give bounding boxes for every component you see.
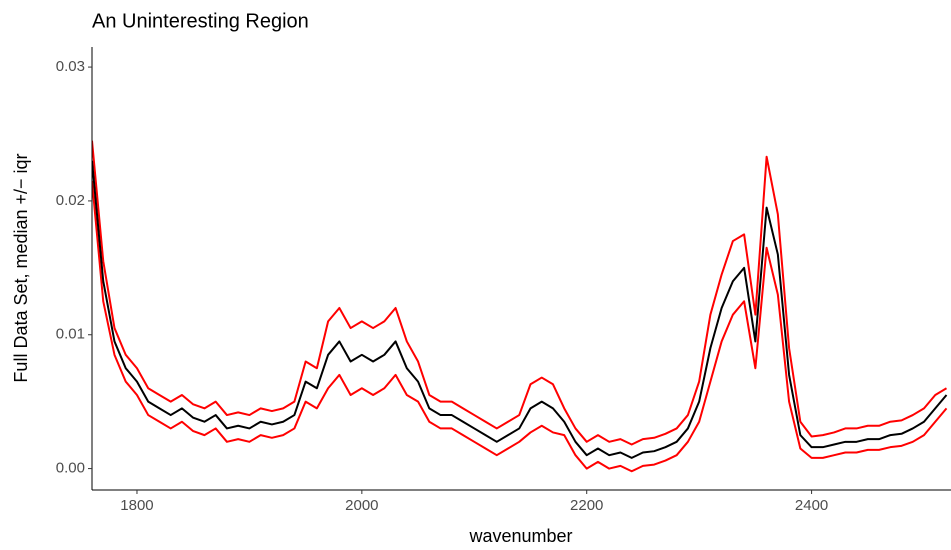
x-axis-label: wavenumber bbox=[468, 526, 572, 546]
y-tick-label: 0.00 bbox=[56, 460, 85, 477]
y-axis-label: Full Data Set, median +/− iqr bbox=[11, 153, 31, 382]
y-tick-label: 0.03 bbox=[56, 58, 85, 75]
y-tick-label: 0.01 bbox=[56, 326, 85, 343]
x-tick-label: 2400 bbox=[795, 497, 828, 514]
x-tick-label: 1800 bbox=[120, 497, 153, 514]
line bbox=[92, 180, 948, 473]
y-tick-label: 0.02 bbox=[56, 192, 85, 209]
x-tick-label: 2200 bbox=[570, 497, 603, 514]
line bbox=[92, 140, 948, 446]
plot-area bbox=[92, 140, 948, 473]
chart-title: An Uninteresting Region bbox=[92, 10, 309, 32]
x-tick-label: 2000 bbox=[345, 497, 378, 514]
line bbox=[92, 160, 948, 459]
